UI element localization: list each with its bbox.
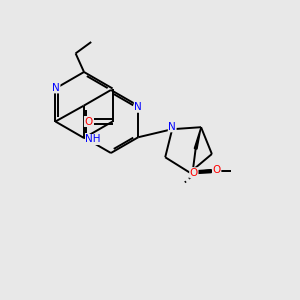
Text: O: O [85,116,93,127]
Text: O: O [213,166,221,176]
Text: N: N [52,83,60,93]
Polygon shape [194,127,201,149]
Polygon shape [190,170,211,172]
Text: N: N [168,122,176,132]
Text: O: O [190,168,198,178]
Text: NH: NH [85,134,101,145]
Text: N: N [134,102,142,112]
